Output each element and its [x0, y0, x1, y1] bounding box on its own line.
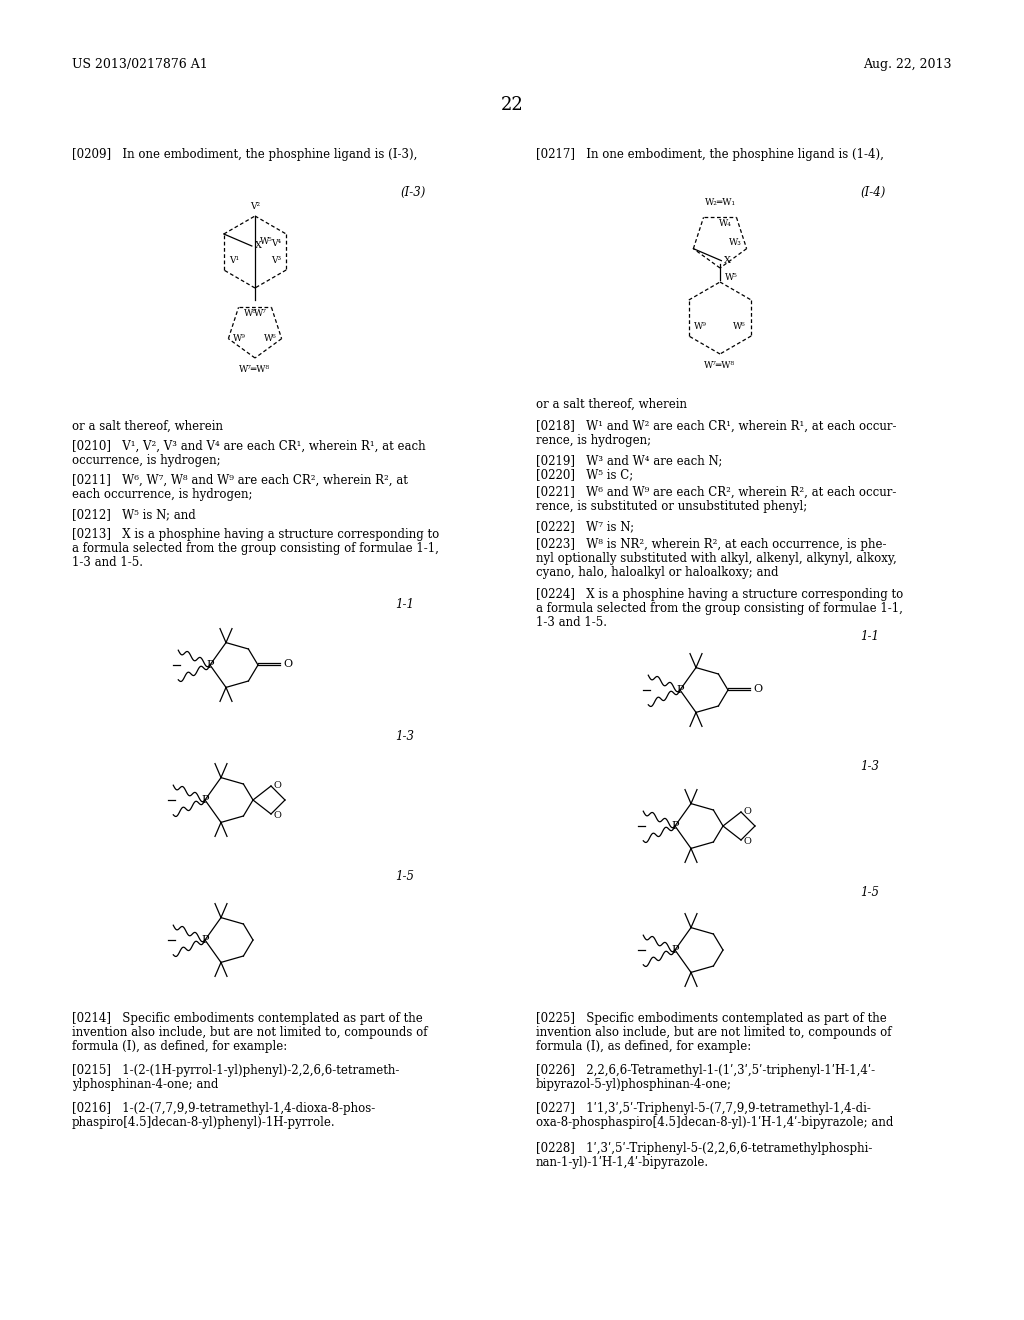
Text: invention also include, but are not limited to, compounds of: invention also include, but are not limi…: [72, 1026, 427, 1039]
Text: V²: V²: [250, 202, 260, 211]
Text: W₂═W₁: W₂═W₁: [705, 198, 735, 207]
Text: [0227]   1ʹ1,3ʹ,5ʹ-Triphenyl-5-(7,7,9,9-tetramethyl-1,4-di-: [0227] 1ʹ1,3ʹ,5ʹ-Triphenyl-5-(7,7,9,9-te…: [536, 1102, 870, 1115]
Text: X: X: [255, 242, 262, 251]
Text: phaspiro[4.5]decan-8-yl)phenyl)-1H-pyrrole.: phaspiro[4.5]decan-8-yl)phenyl)-1H-pyrro…: [72, 1115, 336, 1129]
Text: P: P: [672, 945, 679, 954]
Text: [0225]   Specific embodiments contemplated as part of the: [0225] Specific embodiments contemplated…: [536, 1012, 887, 1026]
Text: 1-3 and 1-5.: 1-3 and 1-5.: [536, 616, 607, 630]
Text: formula (I), as defined, for example:: formula (I), as defined, for example:: [536, 1040, 752, 1053]
Text: [0226]   2,2,6,6-Tetramethyl-1-(1ʹ,3ʹ,5ʹ-triphenyl-1ʹH-1,4ʹ-: [0226] 2,2,6,6-Tetramethyl-1-(1ʹ,3ʹ,5ʹ-t…: [536, 1064, 876, 1077]
Text: nyl optionally substituted with alkyl, alkenyl, alkynyl, alkoxy,: nyl optionally substituted with alkyl, a…: [536, 552, 897, 565]
Text: W⁷═W⁸: W⁷═W⁸: [705, 360, 735, 370]
Text: [0215]   1-(2-(1H-pyrrol-1-yl)phenyl)-2,2,6,6-tetrameth-: [0215] 1-(2-(1H-pyrrol-1-yl)phenyl)-2,2,…: [72, 1064, 399, 1077]
Text: W⁵: W⁵: [260, 236, 272, 246]
Text: P: P: [202, 935, 209, 945]
Text: ylphosphinan-4-one; and: ylphosphinan-4-one; and: [72, 1078, 218, 1092]
Text: 1-5: 1-5: [395, 870, 414, 883]
Text: W⁶: W⁶: [264, 334, 276, 343]
Text: X: X: [724, 256, 731, 265]
Text: O: O: [274, 810, 282, 820]
Text: cyano, halo, haloalkyl or haloalkoxy; and: cyano, halo, haloalkyl or haloalkoxy; an…: [536, 566, 778, 579]
Text: [0216]   1-(2-(7,7,9,9-tetramethyl-1,4-dioxa-8-phos-: [0216] 1-(2-(7,7,9,9-tetramethyl-1,4-dio…: [72, 1102, 375, 1115]
Text: P: P: [206, 660, 214, 671]
Text: oxa-8-phosphaspiro[4.5]decan-8-yl)-1ʹH-1,4ʹ-bipyrazole; and: oxa-8-phosphaspiro[4.5]decan-8-yl)-1ʹH-1…: [536, 1115, 893, 1129]
Text: invention also include, but are not limited to, compounds of: invention also include, but are not limi…: [536, 1026, 892, 1039]
Text: occurrence, is hydrogen;: occurrence, is hydrogen;: [72, 454, 220, 467]
Text: O: O: [274, 780, 282, 789]
Text: [0219]   W³ and W⁴ are each N;: [0219] W³ and W⁴ are each N;: [536, 454, 722, 467]
Text: W₃: W₃: [729, 238, 741, 247]
Text: each occurrence, is hydrogen;: each occurrence, is hydrogen;: [72, 488, 253, 502]
Text: [0218]   W¹ and W² are each CR¹, wherein R¹, at each occur-: [0218] W¹ and W² are each CR¹, wherein R…: [536, 420, 896, 433]
Text: Aug. 22, 2013: Aug. 22, 2013: [863, 58, 952, 71]
Text: V¹: V¹: [228, 256, 239, 265]
Text: (I-3): (I-3): [400, 186, 425, 199]
Text: [0209]   In one embodiment, the phosphine ligand is (I-3),: [0209] In one embodiment, the phosphine …: [72, 148, 418, 161]
Text: P: P: [676, 685, 684, 696]
Text: P: P: [672, 821, 679, 832]
Text: rence, is hydrogen;: rence, is hydrogen;: [536, 434, 651, 447]
Text: [0221]   W⁶ and W⁹ are each CR², wherein R², at each occur-: [0221] W⁶ and W⁹ are each CR², wherein R…: [536, 486, 896, 499]
Text: a formula selected from the group consisting of formulae 1-1,: a formula selected from the group consis…: [536, 602, 903, 615]
Text: O: O: [753, 684, 762, 694]
Text: US 2013/0217876 A1: US 2013/0217876 A1: [72, 58, 208, 71]
Text: O: O: [744, 807, 752, 816]
Text: or a salt thereof, wherein: or a salt thereof, wherein: [72, 420, 223, 433]
Text: or a salt thereof, wherein: or a salt thereof, wherein: [536, 399, 687, 411]
Text: [0228]   1ʹ,3ʹ,5ʹ-Triphenyl-5-(2,2,6,6-tetramethylphosphi-: [0228] 1ʹ,3ʹ,5ʹ-Triphenyl-5-(2,2,6,6-tet…: [536, 1142, 872, 1155]
Text: 22: 22: [501, 96, 523, 114]
Text: [0224]   X is a phosphine having a structure corresponding to: [0224] X is a phosphine having a structu…: [536, 587, 903, 601]
Text: W⁹: W⁹: [233, 334, 246, 343]
Text: [0214]   Specific embodiments contemplated as part of the: [0214] Specific embodiments contemplated…: [72, 1012, 423, 1026]
Text: [0213]   X is a phosphine having a structure corresponding to: [0213] X is a phosphine having a structu…: [72, 528, 439, 541]
Text: W⁵: W⁵: [725, 273, 738, 282]
Text: W⁹: W⁹: [694, 322, 707, 331]
Text: W⁶: W⁶: [733, 322, 746, 331]
Text: O: O: [283, 659, 292, 669]
Text: 1-1: 1-1: [395, 598, 414, 611]
Text: formula (I), as defined, for example:: formula (I), as defined, for example:: [72, 1040, 288, 1053]
Text: V⁴: V⁴: [271, 239, 282, 248]
Text: bipyrazol-5-yl)phosphinan-4-one;: bipyrazol-5-yl)phosphinan-4-one;: [536, 1078, 732, 1092]
Text: W⁷═W⁸: W⁷═W⁸: [240, 366, 270, 374]
Text: O: O: [744, 837, 752, 846]
Text: 1-3: 1-3: [860, 760, 879, 774]
Text: W₄: W₄: [719, 219, 731, 228]
Text: [0217]   In one embodiment, the phosphine ligand is (1-4),: [0217] In one embodiment, the phosphine …: [536, 148, 884, 161]
Text: 1-3 and 1-5.: 1-3 and 1-5.: [72, 556, 143, 569]
Text: [0210]   V¹, V², V³ and V⁴ are each CR¹, wherein R¹, at each: [0210] V¹, V², V³ and V⁴ are each CR¹, w…: [72, 440, 426, 453]
Text: rence, is substituted or unsubstituted phenyl;: rence, is substituted or unsubstituted p…: [536, 500, 807, 513]
Text: 1-3: 1-3: [395, 730, 414, 743]
Text: P: P: [202, 795, 209, 805]
Text: W⁸: W⁸: [244, 309, 256, 318]
Text: [0222]   W⁷ is N;: [0222] W⁷ is N;: [536, 520, 634, 533]
Text: 1-1: 1-1: [860, 630, 879, 643]
Text: nan-1-yl)-1ʹH-1,4ʹ-bipyrazole.: nan-1-yl)-1ʹH-1,4ʹ-bipyrazole.: [536, 1156, 710, 1170]
Text: [0211]   W⁶, W⁷, W⁸ and W⁹ are each CR², wherein R², at: [0211] W⁶, W⁷, W⁸ and W⁹ are each CR², w…: [72, 474, 408, 487]
Text: W⁷: W⁷: [254, 309, 266, 318]
Text: V³: V³: [271, 256, 282, 265]
Text: [0223]   W⁸ is NR², wherein R², at each occurrence, is phe-: [0223] W⁸ is NR², wherein R², at each oc…: [536, 539, 887, 550]
Text: [0212]   W⁵ is N; and: [0212] W⁵ is N; and: [72, 508, 196, 521]
Text: 1-5: 1-5: [860, 886, 879, 899]
Text: (I-4): (I-4): [860, 186, 886, 199]
Text: [0220]   W⁵ is C;: [0220] W⁵ is C;: [536, 469, 633, 480]
Text: a formula selected from the group consisting of formulae 1-1,: a formula selected from the group consis…: [72, 543, 439, 554]
